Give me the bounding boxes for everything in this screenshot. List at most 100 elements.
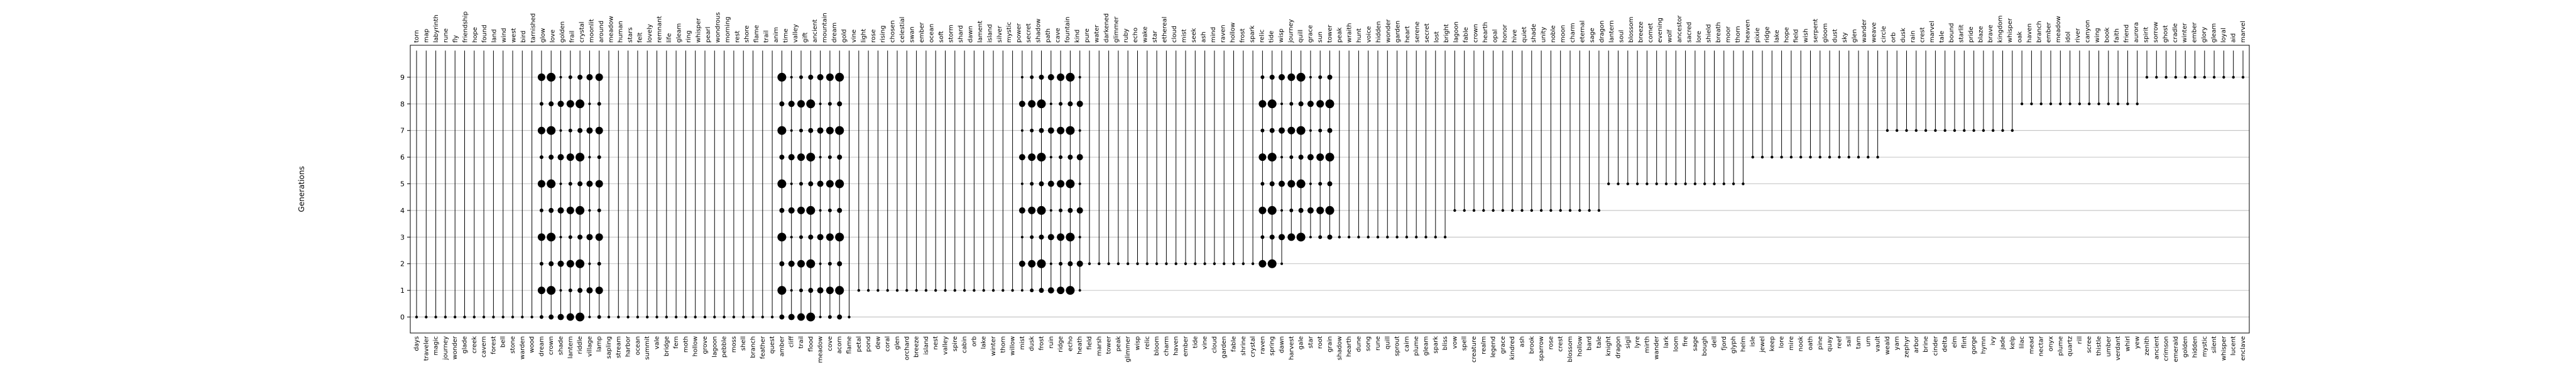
- bottom-word-label: cinder: [1932, 336, 1939, 356]
- frequency-dot: [1145, 262, 1149, 265]
- top-word-label: water: [1093, 25, 1100, 43]
- top-word-label: blossom: [1628, 16, 1635, 43]
- frequency-dot: [799, 235, 803, 239]
- bottom-word-label: fire: [1683, 336, 1689, 346]
- frequency-dot: [1057, 233, 1065, 241]
- frequency-dot: [1287, 126, 1296, 134]
- frequency-dot: [1376, 236, 1380, 239]
- frequency-dot: [1771, 155, 1774, 159]
- bottom-word-label: zephyr: [1904, 336, 1911, 358]
- bottom-word-label: silent: [2211, 336, 2218, 353]
- top-word-label: canyon: [2085, 20, 2092, 43]
- frequency-dot: [1530, 209, 1533, 212]
- frequency-dot: [559, 236, 562, 239]
- top-word-label: winter: [2181, 23, 2188, 43]
- frequency-dot: [1492, 209, 1495, 212]
- top-word-label: flame: [753, 25, 760, 43]
- top-word-label: pixie: [1754, 28, 1761, 43]
- y-tick-label-1: 1: [400, 287, 405, 295]
- bottom-word-label: peak: [1115, 336, 1122, 352]
- y-tick-label-0: 0: [400, 314, 405, 322]
- frequency-dot: [808, 181, 814, 187]
- frequency-dot: [1020, 129, 1023, 132]
- top-word-label: chosen: [890, 20, 897, 43]
- bottom-word-label: nook: [1798, 336, 1804, 352]
- frequency-dot: [1992, 129, 1995, 132]
- frequency-dot: [1338, 236, 1341, 239]
- top-word-label: evening: [1657, 18, 1664, 43]
- top-word-label: lament: [977, 21, 984, 43]
- frequency-dot: [827, 155, 832, 160]
- bottom-word-label: heath: [1077, 336, 1084, 354]
- bottom-word-label: keep: [1769, 336, 1776, 351]
- frequency-dot: [799, 182, 803, 186]
- bottom-word-label: rune: [1375, 336, 1382, 351]
- bottom-word-label: nest: [932, 336, 939, 350]
- top-word-label: meadow: [2055, 16, 2062, 43]
- bottom-word-label: cliff: [789, 336, 795, 347]
- bottom-word-label: vault: [1875, 336, 1882, 352]
- frequency-dot: [1309, 75, 1312, 79]
- bottom-word-label: meadow: [817, 336, 824, 363]
- bottom-word-label: hollow: [692, 336, 699, 356]
- frequency-dot: [1635, 182, 1639, 185]
- frequency-dot: [703, 315, 707, 319]
- frequency-dot: [537, 287, 545, 295]
- frequency-dot: [539, 261, 543, 266]
- frequency-dot: [1298, 155, 1304, 160]
- frequency-dot: [1194, 262, 1197, 265]
- frequency-dot: [1289, 208, 1294, 212]
- bottom-word-label: ivy: [1990, 336, 1997, 346]
- frequency-dot: [557, 154, 564, 161]
- bottom-word-label: ember: [1182, 336, 1189, 356]
- frequency-dot: [1030, 75, 1034, 79]
- bottom-word-label: verdant: [2115, 336, 2122, 361]
- frequency-dot: [1067, 207, 1073, 213]
- bottom-word-label: urn: [1865, 336, 1872, 347]
- frequency-dot: [1028, 206, 1036, 214]
- bottom-word-label: elm: [1951, 336, 1958, 348]
- frequency-dot: [586, 180, 593, 187]
- bottom-word-label: traveler: [423, 336, 430, 361]
- bottom-word-label: legend: [1490, 336, 1497, 358]
- top-word-label: wondrous: [714, 12, 721, 43]
- top-word-label: field: [1793, 29, 1800, 43]
- bottom-word-label: golden: [2182, 336, 2189, 358]
- frequency-dot: [568, 288, 572, 293]
- frequency-dot: [1258, 206, 1267, 214]
- frequency-dot: [1155, 262, 1159, 265]
- frequency-dot: [808, 74, 814, 80]
- frequency-dot: [1279, 74, 1285, 80]
- top-word-label: land: [491, 29, 498, 43]
- frequency-dot: [806, 259, 816, 268]
- frequency-dot: [482, 315, 486, 319]
- bottom-word-label: jewel: [1759, 336, 1766, 353]
- frequency-dot: [577, 181, 583, 187]
- bottom-word-label: raven: [1259, 336, 1266, 354]
- top-word-label: secret: [1424, 23, 1431, 43]
- frequency-dot: [454, 315, 457, 319]
- bottom-word-label: hymn: [1980, 336, 1987, 354]
- frequency-dot: [586, 74, 593, 80]
- frequency-dot: [1298, 101, 1304, 107]
- top-word-label: breeze: [1637, 21, 1644, 43]
- top-word-label: dawn: [967, 26, 974, 43]
- bottom-word-label: quartz: [2067, 336, 2074, 356]
- bottom-word-label: quay: [1826, 336, 1833, 352]
- bottom-word-label: vine: [1202, 336, 1209, 349]
- frequency-dot: [1047, 74, 1054, 80]
- frequency-dot: [1028, 260, 1036, 268]
- bottom-word-label: mead: [2028, 336, 2035, 354]
- bottom-word-label: fjord: [1721, 336, 1728, 351]
- frequency-dot: [1213, 262, 1216, 265]
- bottom-word-label: grain: [1327, 336, 1334, 352]
- frequency-dot: [588, 156, 591, 159]
- top-word-label: honor: [1502, 24, 1509, 43]
- frequency-dot: [1559, 209, 1562, 212]
- frequency-dot: [1028, 153, 1036, 161]
- frequency-dot: [597, 261, 601, 266]
- frequency-dot: [547, 126, 556, 135]
- top-word-label: trail: [763, 30, 770, 43]
- frequency-dot: [1269, 128, 1275, 133]
- top-word-label: kind: [1074, 30, 1081, 43]
